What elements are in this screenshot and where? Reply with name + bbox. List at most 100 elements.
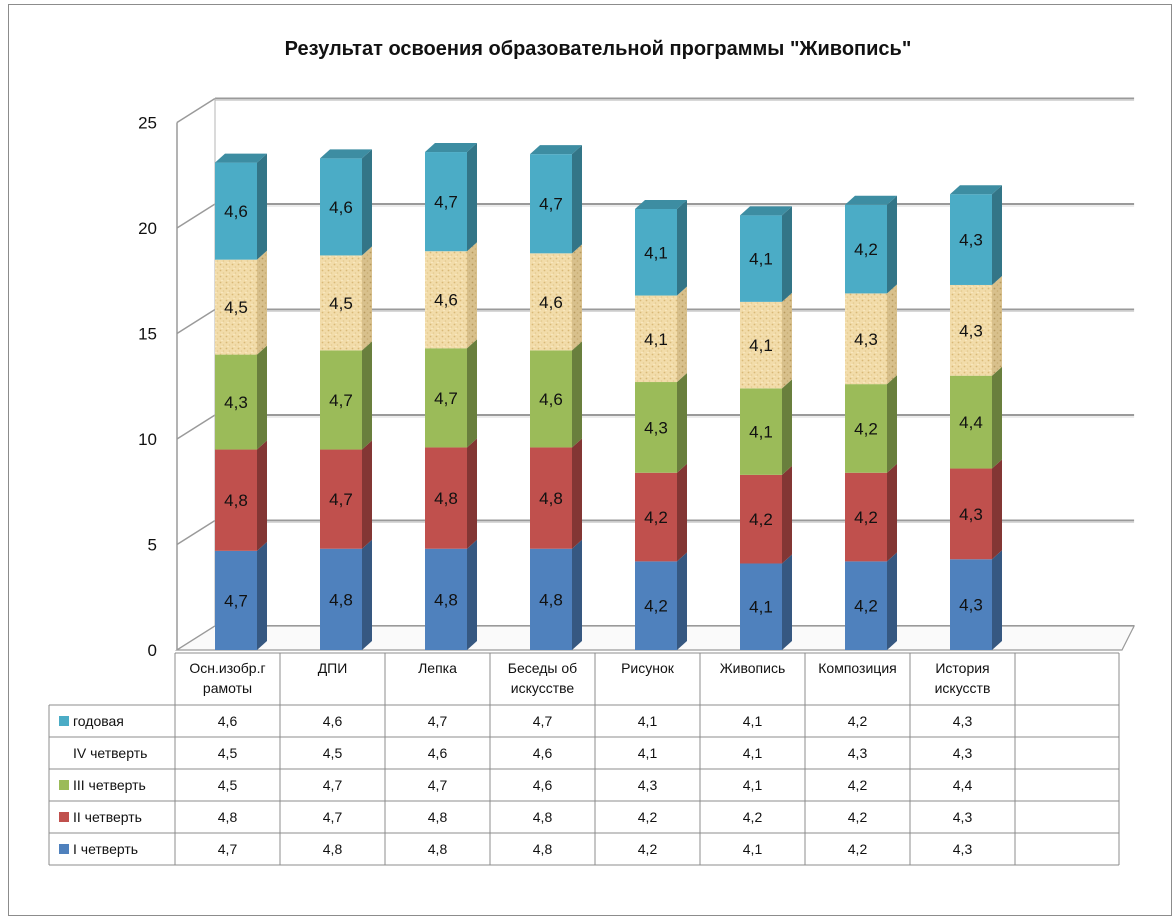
bar-segment-side <box>782 292 792 389</box>
bar-data-label: 4,1 <box>749 423 773 442</box>
bar-segment-side <box>467 143 477 252</box>
bar-segment-front <box>320 350 362 450</box>
bar-segment-side <box>257 440 267 551</box>
bar-data-label: 4,3 <box>959 596 983 615</box>
legend-label: годовая <box>73 713 124 729</box>
table-cell: 4,3 <box>848 745 868 761</box>
bar-segment-side <box>572 438 582 549</box>
table-cell: 4,2 <box>743 809 763 825</box>
bar-top-cap <box>425 143 477 153</box>
table-cell: 4,1 <box>638 745 658 761</box>
bar-data-label: 4,2 <box>854 597 878 616</box>
table-cell: 4,6 <box>533 777 553 793</box>
table-cell: 4,8 <box>218 809 238 825</box>
table-cell: 4,1 <box>638 713 658 729</box>
bar-data-label: 4,8 <box>434 489 458 508</box>
bar-data-label: 4,3 <box>644 418 668 437</box>
bar-segment-front <box>635 561 677 650</box>
bar-segment-front <box>635 382 677 473</box>
bar-segment-side <box>257 250 267 355</box>
table-cell: 4,4 <box>953 777 973 793</box>
bar-segment-side <box>362 440 372 549</box>
bar-segment-side <box>782 379 792 475</box>
table-cell: 4,8 <box>533 809 553 825</box>
table-cell: 4,2 <box>638 809 658 825</box>
bar-segment-front <box>845 384 887 473</box>
bar-segment-front <box>950 559 992 650</box>
gridline-diagonal <box>176 97 216 124</box>
bar-segment-front <box>215 449 257 551</box>
y-tick-label: 20 <box>138 219 157 238</box>
bar-segment-front <box>530 154 572 254</box>
table-cell: 4,3 <box>638 777 658 793</box>
bar-segment-side <box>572 244 582 351</box>
bar-data-label: 4,6 <box>539 390 563 409</box>
bar-data-label: 4,8 <box>224 491 248 510</box>
bar-segment-front <box>845 561 887 650</box>
legend-label: II четверть <box>73 809 142 825</box>
bar-segment-front <box>320 449 362 549</box>
y-axis: 0 5 10 15 20 25 <box>138 98 216 660</box>
bar-data-label: 4,3 <box>959 231 983 250</box>
bar-segment-side <box>362 539 372 650</box>
table-cell: 4,2 <box>848 809 868 825</box>
bar-segment-front <box>215 162 257 260</box>
bar-segment-side <box>782 554 792 650</box>
bar-data-label: 4,7 <box>329 490 353 509</box>
bar-segment-front <box>425 152 467 252</box>
table-cell: 4,1 <box>743 745 763 761</box>
bar-data-label: 4,2 <box>854 419 878 438</box>
bar-segment-side <box>467 339 477 448</box>
category-label: История <box>935 660 989 676</box>
category-label: искусств <box>935 680 991 696</box>
bar-segment-side <box>572 145 582 254</box>
category-label: Живопись <box>720 660 786 676</box>
bar-data-label: 4,6 <box>434 291 458 310</box>
table-cell: 4,7 <box>533 713 553 729</box>
bar-data-label: 4,2 <box>749 510 773 529</box>
bar-segment-front <box>425 548 467 650</box>
table-cell: 4,7 <box>428 777 448 793</box>
bar-segment-front <box>320 255 362 351</box>
bar-data-label: 4,8 <box>329 590 353 609</box>
category-label: Осн.изобр.г <box>189 660 265 676</box>
bar-segment-front <box>425 447 467 549</box>
table-cell: 4,1 <box>743 841 763 857</box>
bar-data-label: 4,5 <box>224 298 248 317</box>
bar-top-cap <box>950 185 1002 195</box>
stacked-bar-chart: Результат освоения образовательной прогр… <box>48 38 1136 866</box>
table-cell: 4,5 <box>323 745 343 761</box>
chart-title: Результат освоения образовательной прогр… <box>285 38 912 60</box>
table-cell: 4,8 <box>533 841 553 857</box>
legend-label: III четверть <box>73 777 146 793</box>
bar-data-label: 4,7 <box>434 389 458 408</box>
chart-frame: Результат освоения образовательной прогр… <box>8 4 1172 916</box>
bar-segment-side <box>257 153 267 260</box>
bar-segment-side <box>992 275 1002 376</box>
bar-segment-side <box>677 200 687 296</box>
bar-segment-front <box>740 215 782 302</box>
bar-segment-front <box>530 447 572 549</box>
bar-data-label: 4,7 <box>329 391 353 410</box>
bar-segment-side <box>992 550 1002 650</box>
bar-data-label: 4,4 <box>959 413 983 432</box>
table-cell: 4,1 <box>743 777 763 793</box>
table-cell: 4,6 <box>218 713 238 729</box>
category-label: Композиция <box>818 660 896 676</box>
bar-segment-side <box>362 341 372 450</box>
bar-top-cap <box>215 153 267 163</box>
y-tick-label: 25 <box>138 114 157 133</box>
bar-data-label: 4,3 <box>959 321 983 340</box>
table-cell: 4,8 <box>428 841 448 857</box>
table-cell: 4,2 <box>638 841 658 857</box>
bar-segment-side <box>992 366 1002 469</box>
category-label: Лепка <box>418 660 457 676</box>
category-label: Рисунок <box>621 660 675 676</box>
bar-data-label: 4,7 <box>434 193 458 212</box>
bar-segment-front <box>950 194 992 285</box>
bar-segment-front <box>845 293 887 385</box>
bar-segment-front <box>950 284 992 376</box>
bar-data-label: 4,6 <box>224 202 248 221</box>
bar-segment-side <box>362 246 372 351</box>
bar-data-label: 4,5 <box>329 294 353 313</box>
